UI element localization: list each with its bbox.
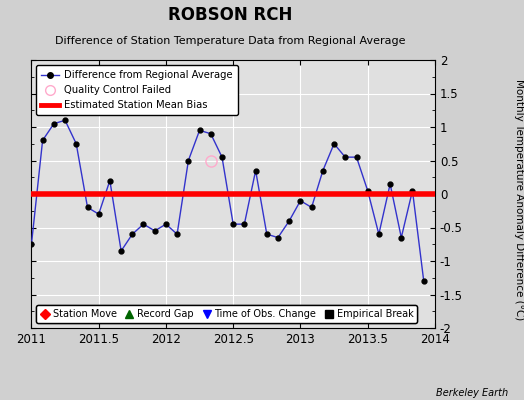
Text: Monthly Temperature Anomaly Difference (°C): Monthly Temperature Anomaly Difference (… <box>514 79 524 321</box>
Legend: Station Move, Record Gap, Time of Obs. Change, Empirical Break: Station Move, Record Gap, Time of Obs. C… <box>36 305 417 323</box>
Text: ROBSON RCH: ROBSON RCH <box>168 6 293 24</box>
Text: Difference of Station Temperature Data from Regional Average: Difference of Station Temperature Data f… <box>56 36 406 46</box>
Text: Berkeley Earth: Berkeley Earth <box>436 388 508 398</box>
